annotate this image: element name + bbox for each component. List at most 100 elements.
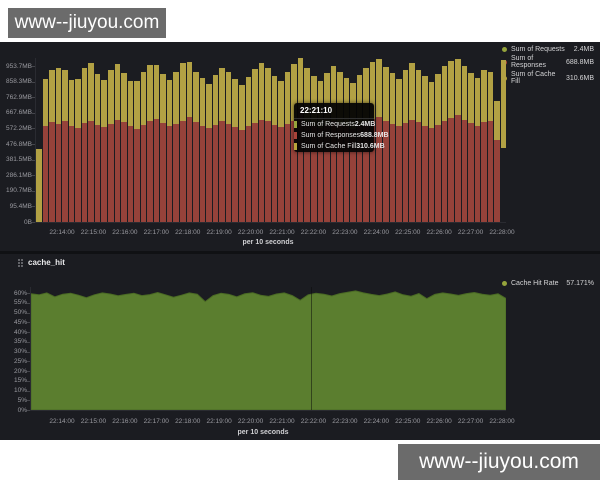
bar[interactable] <box>193 71 199 222</box>
bar[interactable] <box>310 75 317 222</box>
bar[interactable] <box>219 67 225 222</box>
bar[interactable] <box>356 74 363 222</box>
bar[interactable] <box>225 71 232 222</box>
bar-segment <box>448 60 454 119</box>
bar[interactable] <box>252 69 258 222</box>
bar-segment <box>62 120 68 222</box>
bar[interactable] <box>455 58 461 222</box>
bar[interactable] <box>134 81 140 222</box>
bar[interactable] <box>389 73 396 222</box>
bar[interactable] <box>324 73 330 222</box>
bar[interactable] <box>278 80 284 222</box>
bar[interactable] <box>369 61 376 222</box>
panel-header: cache_hit <box>18 258 65 267</box>
bar[interactable] <box>343 78 350 222</box>
bar[interactable] <box>186 61 193 222</box>
top-chart-plot[interactable] <box>35 58 507 223</box>
bar[interactable] <box>396 78 402 222</box>
bar[interactable] <box>245 77 252 222</box>
bar[interactable] <box>258 63 265 222</box>
bar-segment <box>356 74 363 126</box>
bar[interactable] <box>291 64 297 222</box>
bar-segment <box>337 123 343 222</box>
x-axis-label: 22:17:00 <box>143 418 169 425</box>
bar[interactable] <box>468 73 474 222</box>
bar[interactable] <box>153 65 160 222</box>
legend-item[interactable]: Sum of Cache Fill 310.6MB <box>502 71 594 85</box>
bar[interactable] <box>435 74 441 222</box>
bar[interactable] <box>232 78 238 222</box>
legend-item[interactable]: Sum of Requests 2.4MB <box>502 46 594 53</box>
bar[interactable] <box>199 78 206 222</box>
bar[interactable] <box>415 69 422 222</box>
bar[interactable] <box>461 65 468 222</box>
cache-hit-plot[interactable] <box>30 287 506 411</box>
bar-segment <box>49 122 55 222</box>
legend-item[interactable]: Sum of Responses 688.8MB <box>502 55 594 69</box>
bar-segment <box>49 69 55 123</box>
bar-segment <box>127 126 134 222</box>
bar[interactable] <box>166 79 173 222</box>
bar[interactable] <box>376 58 382 222</box>
bar[interactable] <box>101 79 108 222</box>
bar[interactable] <box>173 72 180 222</box>
bar-segment <box>474 125 481 222</box>
bar[interactable] <box>474 78 481 222</box>
bar[interactable] <box>127 81 134 222</box>
bar[interactable] <box>409 63 415 222</box>
bar[interactable] <box>75 78 81 222</box>
bar[interactable] <box>297 58 304 222</box>
bar[interactable] <box>428 82 435 222</box>
bar[interactable] <box>422 76 428 222</box>
x-axis-label: 22:26:00 <box>426 229 452 236</box>
bar[interactable] <box>265 68 271 222</box>
bar[interactable] <box>284 71 291 222</box>
bar[interactable] <box>382 66 389 222</box>
bar[interactable] <box>481 69 487 222</box>
bar[interactable] <box>42 78 49 222</box>
bar[interactable] <box>62 69 68 222</box>
bar[interactable] <box>81 68 88 222</box>
bar-segment <box>193 71 199 123</box>
bar-segment <box>415 122 422 222</box>
bar[interactable] <box>330 65 337 222</box>
bar[interactable] <box>212 74 219 222</box>
bar-segment <box>278 80 284 128</box>
bar[interactable] <box>402 69 409 222</box>
bar-segment <box>258 63 265 120</box>
bar[interactable] <box>121 73 127 222</box>
bar[interactable] <box>160 74 166 222</box>
bar[interactable] <box>114 64 121 222</box>
bar[interactable] <box>363 67 369 222</box>
bar[interactable] <box>487 71 494 222</box>
bar[interactable] <box>304 68 310 222</box>
bar[interactable] <box>180 63 186 222</box>
drag-handle-icon[interactable] <box>18 258 23 267</box>
bar-segment <box>225 123 232 222</box>
bar[interactable] <box>94 74 101 222</box>
y-axis-tick <box>27 293 30 294</box>
y-axis-tick <box>27 351 30 353</box>
bar[interactable] <box>441 65 448 222</box>
bar[interactable] <box>49 69 55 222</box>
bar[interactable] <box>55 67 62 222</box>
bar[interactable] <box>500 60 507 222</box>
bar[interactable] <box>206 83 212 222</box>
bar[interactable] <box>140 72 147 222</box>
bar-segment <box>297 58 304 110</box>
bar[interactable] <box>108 69 114 222</box>
bar[interactable] <box>337 71 343 222</box>
panel-title[interactable]: cache_hit <box>28 258 65 267</box>
bar-segment <box>271 124 278 222</box>
legend-item[interactable]: Cache Hit Rate 57.171% <box>502 280 594 287</box>
bar[interactable] <box>494 101 500 222</box>
bar[interactable] <box>147 65 153 222</box>
bar[interactable] <box>448 60 454 222</box>
bar[interactable] <box>271 75 278 222</box>
x-axis-label: 22:26:00 <box>426 418 452 425</box>
bar[interactable] <box>68 79 75 222</box>
bar[interactable] <box>88 63 94 222</box>
bar[interactable] <box>238 85 245 222</box>
bar[interactable] <box>36 149 42 222</box>
